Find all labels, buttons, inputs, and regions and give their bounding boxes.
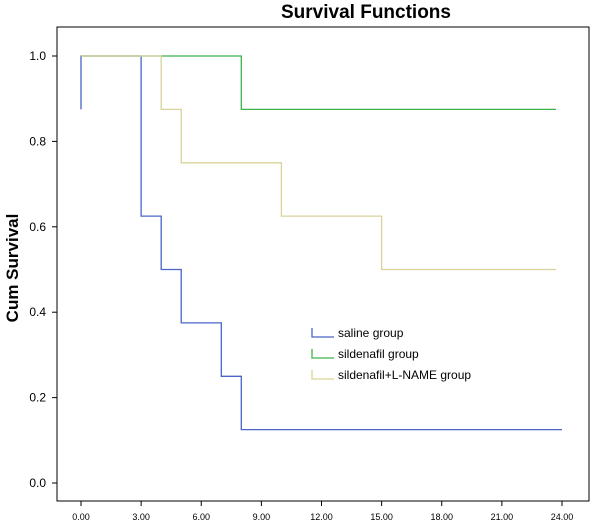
x-tick-label: 24.00 [551, 512, 574, 522]
series-group [80, 55, 562, 431]
series-line-1 [80, 55, 562, 431]
x-tick-label: 6.00 [192, 512, 210, 522]
y-tick-label: 0.8 [29, 134, 46, 148]
y-tick-label: 1.0 [29, 49, 46, 63]
x-tick-label: 12.00 [310, 512, 333, 522]
y-tick-label: 0.0 [29, 476, 46, 490]
x-tick-label: 0.00 [72, 512, 90, 522]
legend-swatch [311, 370, 334, 380]
legend-swatch [311, 349, 334, 359]
x-tick-label: 3.00 [132, 512, 150, 522]
x-tick-label: 9.00 [253, 512, 271, 522]
legend-label: saline group [338, 326, 404, 340]
x-tick-label: 18.00 [430, 512, 453, 522]
x-tick-label: 21.00 [491, 512, 514, 522]
y-tick-label: 0.6 [29, 220, 46, 234]
x-axis: 0.00 3.00 6.00 9.00 12.00 15.00 18.00 21.00 24.0… [72, 501, 573, 522]
legend: saline group sildenafil group sildenafil+L… [311, 326, 471, 382]
legend-swatch [311, 328, 334, 338]
series-line-3 [81, 55, 556, 271]
y-tick-label: 0.4 [29, 305, 46, 319]
legend-label: sildenafil+L-NAME group [338, 368, 471, 382]
y-axis: 0.0 0.2 0.4 0.6 0.8 1.0 [29, 49, 57, 490]
legend-label: sildenafil group [338, 347, 419, 361]
series-line-2 [81, 55, 556, 111]
x-tick-label: 15.00 [370, 512, 393, 522]
y-tick-label: 0.2 [29, 391, 46, 405]
y-axis-label: Cum Survival [3, 214, 22, 323]
plot-frame [56, 26, 590, 502]
chart-title: Survival Functions [281, 2, 451, 23]
